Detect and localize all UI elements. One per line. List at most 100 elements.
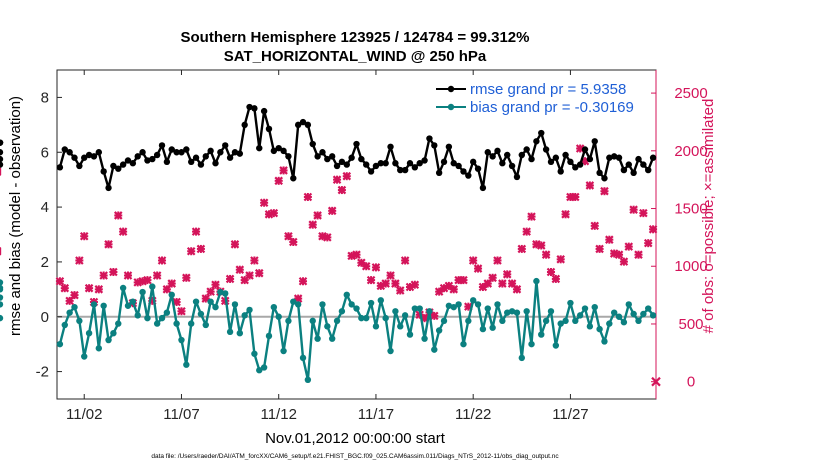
rmse-point xyxy=(499,160,506,167)
bias-point xyxy=(620,319,628,326)
legend-rmse-marker xyxy=(447,85,455,93)
rmse-point xyxy=(494,147,501,155)
obs-point xyxy=(605,235,614,244)
obs-point xyxy=(624,242,634,251)
obs-point xyxy=(517,244,527,254)
bias-point xyxy=(270,303,278,311)
bias-point xyxy=(508,308,516,315)
obs-point xyxy=(493,256,502,265)
bias-point xyxy=(465,317,472,325)
obs-point xyxy=(177,306,186,316)
obs-point xyxy=(361,261,371,271)
rmse-point xyxy=(183,146,190,153)
bias-point xyxy=(401,312,409,319)
rmse-point xyxy=(158,142,166,149)
obs-point xyxy=(352,250,361,259)
right-tick-label: 1000 xyxy=(674,258,707,275)
bias-point xyxy=(557,320,564,327)
obs-point xyxy=(342,171,352,181)
obs-point xyxy=(651,376,661,387)
bias-point xyxy=(0,314,4,322)
rmse-point xyxy=(202,153,209,160)
x-tick-label: 11/07 xyxy=(163,406,199,423)
bias-point xyxy=(416,305,423,312)
rmse-point xyxy=(562,151,569,159)
rmse-point xyxy=(105,184,112,192)
rmse-point xyxy=(280,147,287,155)
bias-point xyxy=(474,301,482,308)
rmse-point xyxy=(66,149,73,156)
bias-point xyxy=(367,299,375,307)
rmse-point xyxy=(197,161,205,168)
bias-point xyxy=(236,330,244,337)
rmse-point xyxy=(124,157,132,164)
obs-point xyxy=(595,244,604,254)
rmse-point xyxy=(168,146,175,153)
bias-point xyxy=(392,308,399,315)
bias-point xyxy=(426,308,433,315)
bias-point xyxy=(440,317,448,325)
bias-point xyxy=(241,312,248,319)
bias-point xyxy=(66,309,73,316)
rmse-point xyxy=(382,160,389,167)
rmse-point xyxy=(465,172,472,179)
obs-point xyxy=(619,257,629,266)
rmse-point xyxy=(387,143,394,150)
bias-point xyxy=(100,302,107,309)
rmse-point xyxy=(144,157,151,164)
obs-point xyxy=(104,240,113,249)
obs-point xyxy=(211,280,220,289)
rmse-point xyxy=(411,164,419,171)
right-tick-label: 2500 xyxy=(674,85,707,102)
bias-point xyxy=(450,303,457,311)
bias-point xyxy=(173,320,180,327)
bias-point xyxy=(382,314,389,322)
bias-point xyxy=(178,336,185,344)
bias-point xyxy=(192,298,200,305)
rmse-point xyxy=(163,158,171,166)
legend-bias-label: bias grand pr = -0.30169 xyxy=(470,99,634,116)
rmse-point xyxy=(615,154,623,161)
left-tick-label: 6 xyxy=(41,144,49,161)
obs-point xyxy=(536,241,546,250)
obs-point xyxy=(449,285,459,294)
rmse-point xyxy=(85,151,93,159)
obs-point xyxy=(308,220,318,229)
bias-point xyxy=(144,314,151,322)
bias-point xyxy=(499,317,506,325)
bias-point xyxy=(421,335,428,342)
bias-point xyxy=(149,283,156,290)
obs-point xyxy=(371,263,381,272)
obs-point xyxy=(118,227,128,236)
bias-point xyxy=(333,317,341,325)
bias-point xyxy=(95,345,103,352)
bias-point xyxy=(0,294,4,301)
bias-point xyxy=(640,310,647,318)
rmse-point xyxy=(212,160,219,167)
rmse-point xyxy=(576,161,584,168)
bias-point xyxy=(168,291,175,299)
obs-point xyxy=(556,255,565,264)
rmse-point xyxy=(401,166,409,174)
rmse-point xyxy=(567,158,574,166)
x-axis-label: Nov.01,2012 00:00:00 start xyxy=(265,430,446,447)
left-tick-label: 8 xyxy=(41,89,49,106)
obs-point xyxy=(590,221,600,231)
bias-point xyxy=(649,312,657,319)
obs-point xyxy=(113,211,123,220)
rmse-point xyxy=(460,168,467,175)
bias-point xyxy=(630,310,637,318)
rmse-point xyxy=(265,125,273,133)
bias-point xyxy=(615,313,623,320)
rmse-point xyxy=(343,161,350,168)
bias-point xyxy=(397,323,404,330)
rmse-point xyxy=(231,149,239,156)
x-tick-label: 11/02 xyxy=(66,406,102,423)
bias-point xyxy=(591,303,598,311)
bias-point xyxy=(586,323,594,330)
rmse-point xyxy=(178,149,185,156)
rmse-point xyxy=(620,166,628,174)
bias-point xyxy=(212,303,219,311)
rmse-point xyxy=(319,149,326,156)
obs-point xyxy=(143,275,152,285)
